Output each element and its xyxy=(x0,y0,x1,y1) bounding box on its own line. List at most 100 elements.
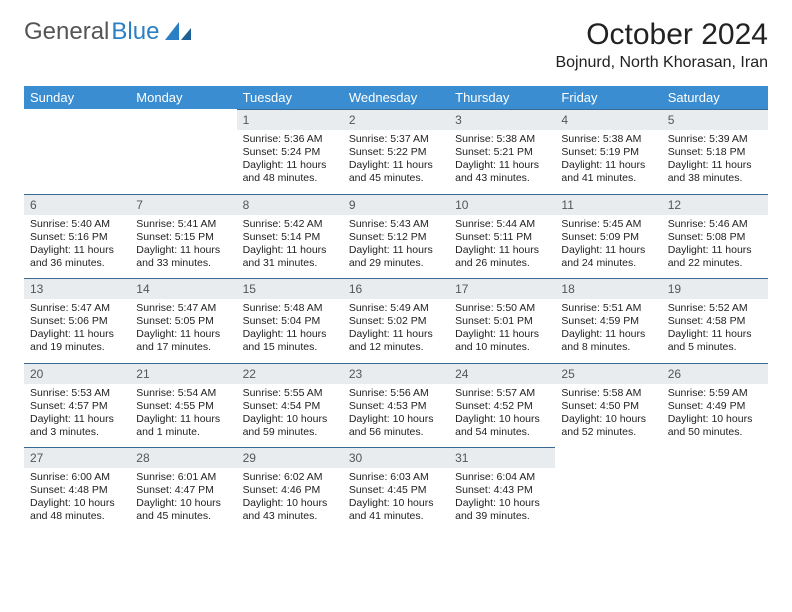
day-number: 1 xyxy=(237,109,343,130)
calendar-cell: 31Sunrise: 6:04 AMSunset: 4:43 PMDayligh… xyxy=(449,447,555,532)
calendar-cell: 17Sunrise: 5:50 AMSunset: 5:01 PMDayligh… xyxy=(449,278,555,363)
sunset-text: Sunset: 5:15 PM xyxy=(136,231,230,244)
day-body: Sunrise: 5:49 AMSunset: 5:02 PMDaylight:… xyxy=(343,299,449,363)
sunset-text: Sunset: 5:05 PM xyxy=(136,315,230,328)
sunrise-text: Sunrise: 5:56 AM xyxy=(349,387,443,400)
sunset-text: Sunset: 5:12 PM xyxy=(349,231,443,244)
day-body: Sunrise: 5:50 AMSunset: 5:01 PMDaylight:… xyxy=(449,299,555,363)
day-body: Sunrise: 5:36 AMSunset: 5:24 PMDaylight:… xyxy=(237,130,343,194)
day-number: 21 xyxy=(130,363,236,384)
sunrise-text: Sunrise: 5:47 AM xyxy=(30,302,124,315)
day-number: 11 xyxy=(555,194,661,215)
daylight-text: Daylight: 11 hours and 17 minutes. xyxy=(136,328,230,354)
sunrise-text: Sunrise: 5:48 AM xyxy=(243,302,337,315)
sunrise-text: Sunrise: 5:55 AM xyxy=(243,387,337,400)
daylight-text: Daylight: 10 hours and 56 minutes. xyxy=(349,413,443,439)
day-number: 23 xyxy=(343,363,449,384)
sunrise-text: Sunrise: 5:38 AM xyxy=(561,133,655,146)
day-number: 19 xyxy=(662,278,768,299)
sunset-text: Sunset: 4:58 PM xyxy=(668,315,762,328)
day-body: Sunrise: 5:55 AMSunset: 4:54 PMDaylight:… xyxy=(237,384,343,448)
calendar-cell xyxy=(555,447,661,532)
calendar-cell: 9Sunrise: 5:43 AMSunset: 5:12 PMDaylight… xyxy=(343,194,449,279)
day-number: 10 xyxy=(449,194,555,215)
day-body: Sunrise: 6:04 AMSunset: 4:43 PMDaylight:… xyxy=(449,468,555,532)
sunrise-text: Sunrise: 5:50 AM xyxy=(455,302,549,315)
calendar-cell: 2Sunrise: 5:37 AMSunset: 5:22 PMDaylight… xyxy=(343,109,449,194)
header: GeneralBlue October 2024 Bojnurd, North … xyxy=(24,18,768,72)
day-body: Sunrise: 5:41 AMSunset: 5:15 PMDaylight:… xyxy=(130,215,236,279)
sunset-text: Sunset: 4:45 PM xyxy=(349,484,443,497)
day-number: 16 xyxy=(343,278,449,299)
sunrise-text: Sunrise: 5:47 AM xyxy=(136,302,230,315)
day-body: Sunrise: 5:58 AMSunset: 4:50 PMDaylight:… xyxy=(555,384,661,448)
calendar-cell: 14Sunrise: 5:47 AMSunset: 5:05 PMDayligh… xyxy=(130,278,236,363)
daylight-text: Daylight: 11 hours and 36 minutes. xyxy=(30,244,124,270)
sunset-text: Sunset: 4:55 PM xyxy=(136,400,230,413)
calendar-body: 1Sunrise: 5:36 AMSunset: 5:24 PMDaylight… xyxy=(24,109,768,532)
month-title: October 2024 xyxy=(555,18,768,52)
daylight-text: Daylight: 11 hours and 48 minutes. xyxy=(243,159,337,185)
calendar-cell: 29Sunrise: 6:02 AMSunset: 4:46 PMDayligh… xyxy=(237,447,343,532)
weekday-header: Saturday xyxy=(662,86,768,109)
sunrise-text: Sunrise: 5:44 AM xyxy=(455,218,549,231)
day-number: 22 xyxy=(237,363,343,384)
daylight-text: Daylight: 11 hours and 22 minutes. xyxy=(668,244,762,270)
day-body: Sunrise: 5:59 AMSunset: 4:49 PMDaylight:… xyxy=(662,384,768,448)
calendar-week-row: 6Sunrise: 5:40 AMSunset: 5:16 PMDaylight… xyxy=(24,194,768,279)
day-body: Sunrise: 5:51 AMSunset: 4:59 PMDaylight:… xyxy=(555,299,661,363)
day-body: Sunrise: 5:38 AMSunset: 5:19 PMDaylight:… xyxy=(555,130,661,194)
sunset-text: Sunset: 5:16 PM xyxy=(30,231,124,244)
day-body: Sunrise: 5:39 AMSunset: 5:18 PMDaylight:… xyxy=(662,130,768,194)
calendar-cell: 19Sunrise: 5:52 AMSunset: 4:58 PMDayligh… xyxy=(662,278,768,363)
sunrise-text: Sunrise: 6:01 AM xyxy=(136,471,230,484)
day-number: 24 xyxy=(449,363,555,384)
daylight-text: Daylight: 11 hours and 43 minutes. xyxy=(455,159,549,185)
sunset-text: Sunset: 4:50 PM xyxy=(561,400,655,413)
day-body: Sunrise: 5:47 AMSunset: 5:06 PMDaylight:… xyxy=(24,299,130,363)
calendar-cell: 26Sunrise: 5:59 AMSunset: 4:49 PMDayligh… xyxy=(662,363,768,448)
day-body: Sunrise: 5:44 AMSunset: 5:11 PMDaylight:… xyxy=(449,215,555,279)
day-number: 18 xyxy=(555,278,661,299)
daylight-text: Daylight: 10 hours and 50 minutes. xyxy=(668,413,762,439)
calendar-cell: 13Sunrise: 5:47 AMSunset: 5:06 PMDayligh… xyxy=(24,278,130,363)
calendar-cell xyxy=(130,109,236,194)
day-number: 29 xyxy=(237,447,343,468)
day-body: Sunrise: 5:57 AMSunset: 4:52 PMDaylight:… xyxy=(449,384,555,448)
day-body: Sunrise: 5:40 AMSunset: 5:16 PMDaylight:… xyxy=(24,215,130,279)
day-body: Sunrise: 5:46 AMSunset: 5:08 PMDaylight:… xyxy=(662,215,768,279)
calendar-cell: 3Sunrise: 5:38 AMSunset: 5:21 PMDaylight… xyxy=(449,109,555,194)
day-number: 27 xyxy=(24,447,130,468)
sunrise-text: Sunrise: 5:59 AM xyxy=(668,387,762,400)
sunrise-text: Sunrise: 5:54 AM xyxy=(136,387,230,400)
calendar-cell xyxy=(662,447,768,532)
sunrise-text: Sunrise: 5:41 AM xyxy=(136,218,230,231)
weekday-header: Tuesday xyxy=(237,86,343,109)
calendar-week-row: 27Sunrise: 6:00 AMSunset: 4:48 PMDayligh… xyxy=(24,447,768,532)
calendar-cell: 11Sunrise: 5:45 AMSunset: 5:09 PMDayligh… xyxy=(555,194,661,279)
day-number: 13 xyxy=(24,278,130,299)
sunrise-text: Sunrise: 5:39 AM xyxy=(668,133,762,146)
sunrise-text: Sunrise: 5:52 AM xyxy=(668,302,762,315)
daylight-text: Daylight: 11 hours and 1 minute. xyxy=(136,413,230,439)
calendar-cell: 12Sunrise: 5:46 AMSunset: 5:08 PMDayligh… xyxy=(662,194,768,279)
day-number: 6 xyxy=(24,194,130,215)
title-block: October 2024 Bojnurd, North Khorasan, Ir… xyxy=(555,18,768,72)
sunset-text: Sunset: 4:49 PM xyxy=(668,400,762,413)
sunrise-text: Sunrise: 5:46 AM xyxy=(668,218,762,231)
day-body: Sunrise: 5:54 AMSunset: 4:55 PMDaylight:… xyxy=(130,384,236,448)
sunrise-text: Sunrise: 6:02 AM xyxy=(243,471,337,484)
sunset-text: Sunset: 4:53 PM xyxy=(349,400,443,413)
calendar-cell: 28Sunrise: 6:01 AMSunset: 4:47 PMDayligh… xyxy=(130,447,236,532)
sunrise-text: Sunrise: 5:45 AM xyxy=(561,218,655,231)
logo: GeneralBlue xyxy=(24,18,191,46)
calendar-cell: 8Sunrise: 5:42 AMSunset: 5:14 PMDaylight… xyxy=(237,194,343,279)
daylight-text: Daylight: 10 hours and 59 minutes. xyxy=(243,413,337,439)
sunrise-text: Sunrise: 5:38 AM xyxy=(455,133,549,146)
day-number: 8 xyxy=(237,194,343,215)
calendar-table: Sunday Monday Tuesday Wednesday Thursday… xyxy=(24,86,768,532)
sunset-text: Sunset: 5:04 PM xyxy=(243,315,337,328)
daylight-text: Daylight: 10 hours and 54 minutes. xyxy=(455,413,549,439)
daylight-text: Daylight: 11 hours and 15 minutes. xyxy=(243,328,337,354)
sunset-text: Sunset: 5:06 PM xyxy=(30,315,124,328)
